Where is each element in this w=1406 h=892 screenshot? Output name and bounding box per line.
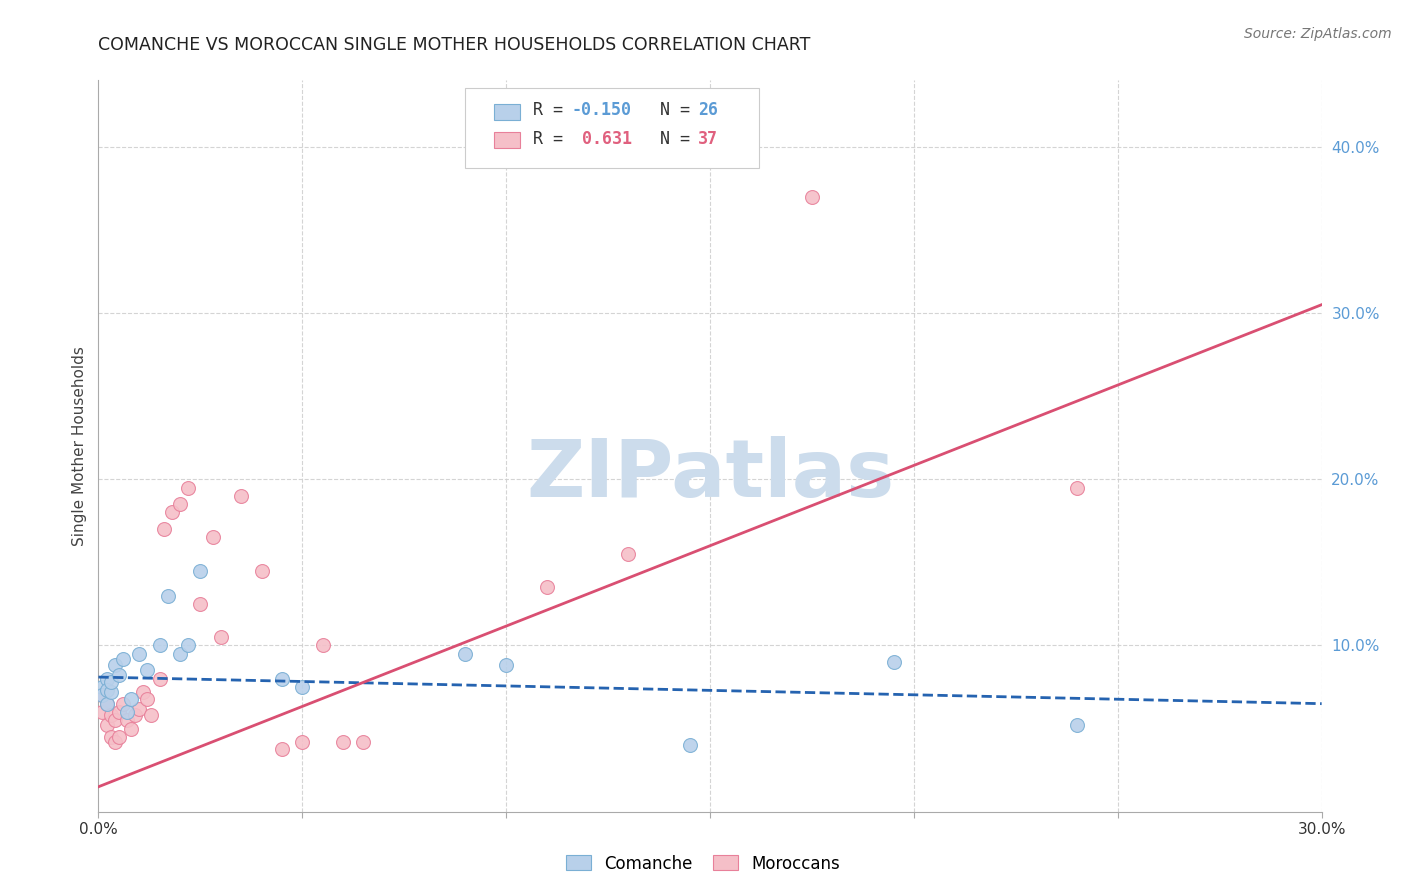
Point — [1066, 481, 1088, 495]
Text: R =: R = — [533, 102, 572, 120]
Point — [169, 497, 191, 511]
Point — [96, 697, 118, 711]
Point — [96, 672, 118, 686]
Point — [100, 708, 122, 723]
Point — [291, 735, 314, 749]
Point — [177, 481, 200, 495]
Point — [188, 597, 212, 611]
Point — [91, 689, 114, 703]
Point — [141, 708, 163, 723]
Point — [332, 735, 354, 749]
Point — [96, 697, 118, 711]
Point — [96, 683, 118, 698]
Point — [149, 672, 172, 686]
Point — [149, 639, 172, 653]
Text: -0.150: -0.150 — [572, 102, 631, 120]
Point — [120, 691, 142, 706]
Text: N =: N = — [640, 130, 700, 148]
Point — [250, 564, 273, 578]
Point — [104, 735, 127, 749]
Point — [96, 718, 118, 732]
Text: R =: R = — [533, 130, 572, 148]
Point — [111, 697, 134, 711]
Point — [231, 489, 253, 503]
Point — [177, 639, 200, 653]
Point — [91, 705, 114, 719]
Point — [188, 564, 212, 578]
Legend: Comanche, Moroccans: Comanche, Moroccans — [560, 848, 846, 880]
Point — [104, 658, 127, 673]
Point — [270, 672, 294, 686]
Point — [352, 735, 374, 749]
Point — [152, 522, 174, 536]
Point — [136, 664, 159, 678]
Y-axis label: Single Mother Households: Single Mother Households — [72, 346, 87, 546]
Point — [104, 714, 127, 728]
Point — [291, 680, 314, 694]
Point — [132, 685, 155, 699]
Point — [108, 730, 131, 744]
Point — [111, 652, 134, 666]
Text: N =: N = — [640, 102, 700, 120]
Point — [100, 730, 122, 744]
Point — [108, 668, 131, 682]
Point — [495, 658, 517, 673]
Text: 37: 37 — [697, 130, 718, 148]
Point — [91, 680, 114, 694]
Text: ZIPatlas: ZIPatlas — [526, 436, 894, 515]
Point — [108, 705, 131, 719]
FancyBboxPatch shape — [465, 87, 759, 168]
Text: 0.631: 0.631 — [572, 130, 631, 148]
Point — [156, 589, 179, 603]
Point — [169, 647, 191, 661]
Point — [136, 691, 159, 706]
Point — [883, 655, 905, 669]
Point — [128, 647, 150, 661]
Point — [801, 189, 824, 203]
Point — [270, 741, 294, 756]
Point — [312, 639, 335, 653]
Point — [100, 675, 122, 690]
Point — [209, 630, 232, 644]
Point — [679, 738, 702, 752]
Point — [128, 701, 150, 715]
FancyBboxPatch shape — [494, 132, 520, 148]
Point — [454, 647, 477, 661]
Text: 26: 26 — [697, 102, 718, 120]
Point — [1066, 718, 1088, 732]
Point — [120, 722, 142, 736]
Point — [536, 580, 558, 594]
Point — [115, 705, 138, 719]
Point — [100, 685, 122, 699]
Point — [160, 506, 183, 520]
Text: COMANCHE VS MOROCCAN SINGLE MOTHER HOUSEHOLDS CORRELATION CHART: COMANCHE VS MOROCCAN SINGLE MOTHER HOUSE… — [98, 36, 811, 54]
Text: Source: ZipAtlas.com: Source: ZipAtlas.com — [1244, 27, 1392, 41]
Point — [124, 708, 146, 723]
Point — [115, 714, 138, 728]
Point — [91, 689, 114, 703]
Point — [201, 530, 224, 544]
Point — [617, 547, 640, 561]
FancyBboxPatch shape — [494, 103, 520, 120]
